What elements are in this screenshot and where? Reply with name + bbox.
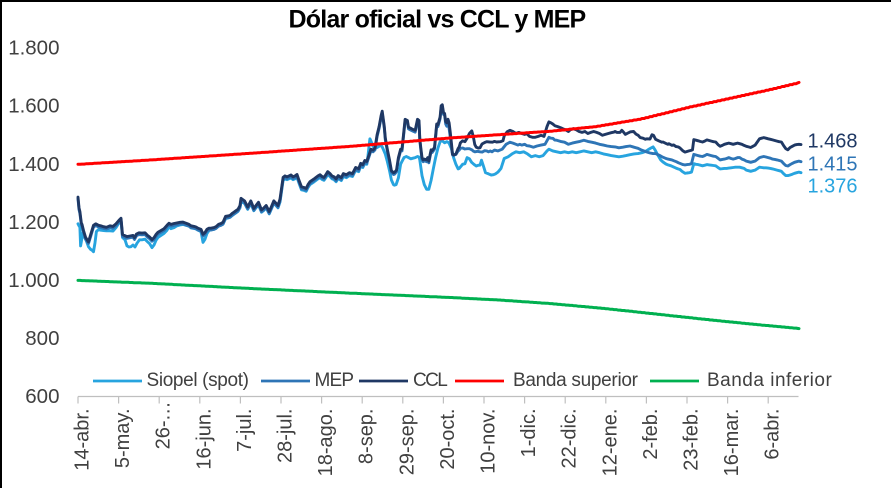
svg-text:1.800: 1.800 — [8, 37, 59, 60]
svg-text:10-nov.: 10-nov. — [478, 409, 500, 474]
svg-text:600: 600 — [25, 385, 59, 408]
svg-text:1.000: 1.000 — [8, 269, 59, 292]
svg-text:2-feb.: 2-feb. — [640, 409, 662, 460]
svg-text:16-mar.: 16-mar. — [721, 409, 743, 477]
svg-text:1-dic.: 1-dic. — [518, 409, 540, 458]
svg-text:Banda superior: Banda superior — [513, 370, 639, 391]
svg-text:1.200: 1.200 — [8, 211, 59, 234]
svg-text:1.376: 1.376 — [808, 175, 858, 197]
svg-text:7-jul.: 7-jul. — [234, 409, 256, 452]
svg-text:22-dic.: 22-dic. — [559, 409, 581, 469]
svg-text:6-abr.: 6-abr. — [762, 409, 784, 460]
svg-text:5-may.: 5-may. — [112, 409, 134, 469]
svg-text:28-jul.: 28-jul. — [275, 409, 297, 463]
svg-text:29-sep.: 29-sep. — [396, 409, 418, 476]
svg-text:14-abr.: 14-abr. — [72, 409, 94, 471]
svg-text:1.600: 1.600 — [8, 95, 59, 118]
svg-text:1.400: 1.400 — [8, 153, 59, 176]
svg-text:18-ago.: 18-ago. — [315, 409, 337, 477]
svg-text:23-feb.: 23-feb. — [681, 409, 703, 471]
svg-text:16-jun.: 16-jun. — [193, 409, 215, 470]
svg-text:1.415: 1.415 — [808, 153, 858, 175]
svg-text:800: 800 — [25, 327, 59, 350]
svg-text:8-sep.: 8-sep. — [356, 409, 378, 465]
svg-text:CCL: CCL — [413, 370, 447, 391]
svg-text:Banda inferior: Banda inferior — [707, 370, 832, 391]
svg-text:Siopel (spot): Siopel (spot) — [147, 370, 249, 391]
svg-text:Dólar oficial vs CCL y MEP: Dólar oficial vs CCL y MEP — [289, 6, 586, 34]
svg-text:20-oct.: 20-oct. — [437, 409, 459, 470]
svg-text:26-...: 26-... — [153, 402, 175, 450]
svg-text:MEP: MEP — [315, 370, 354, 391]
svg-text:1.468: 1.468 — [808, 131, 858, 153]
svg-text:12-ene.: 12-ene. — [599, 409, 621, 477]
